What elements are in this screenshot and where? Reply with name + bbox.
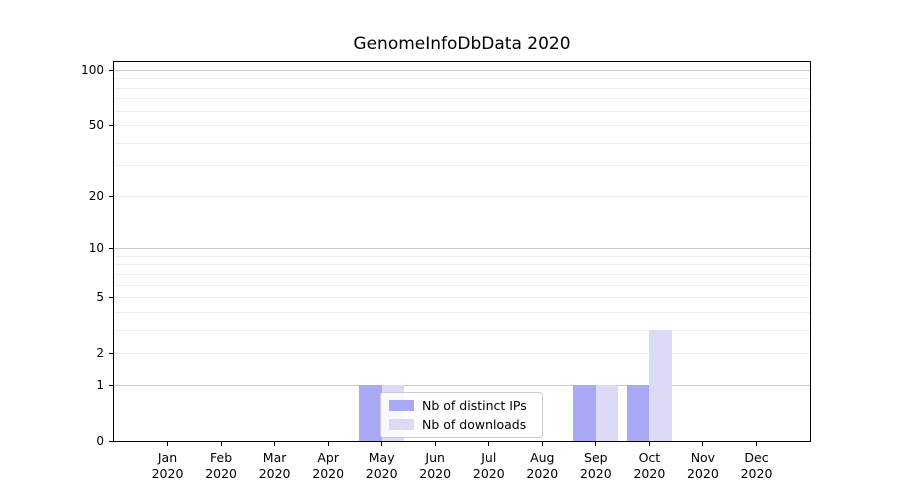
x-tick-aug bbox=[541, 442, 543, 446]
x-tick-label-nov: Nov 2020 bbox=[686, 450, 719, 481]
legend-swatch-distinct-ips bbox=[389, 400, 414, 411]
bar-nb-of-downloads-oct bbox=[649, 329, 672, 441]
x-tick-label-may: May 2020 bbox=[365, 450, 398, 481]
legend-item-downloads: Nb of downloads bbox=[389, 417, 534, 432]
gridline-minor-40 bbox=[114, 142, 810, 144]
x-tick-label-mar: Mar 2020 bbox=[258, 450, 291, 481]
x-tick-jul bbox=[488, 442, 490, 446]
y-tick-20 bbox=[109, 196, 113, 198]
bar-nb-of-distinct-ips-sep bbox=[573, 385, 596, 441]
y-tick-50 bbox=[109, 124, 113, 126]
gridline-minor-6 bbox=[114, 284, 810, 286]
x-tick-sep bbox=[595, 442, 597, 446]
gridline-minor-90 bbox=[114, 78, 810, 80]
legend-item-distinct-ips: Nb of distinct IPs bbox=[389, 398, 534, 413]
x-tick-label-apr: Apr 2020 bbox=[312, 450, 345, 481]
y-tick-label-1: 1 bbox=[96, 378, 104, 393]
x-tick-oct bbox=[648, 442, 650, 446]
gridline-minor-9 bbox=[114, 255, 810, 257]
plot-area: 100 50 20 10 5 2 1 0 Jan 2020 Feb 2020 Mar 2020 Apr 202… bbox=[81, 61, 811, 481]
x-tick-may bbox=[381, 442, 383, 446]
axes-layer: 100 50 20 10 5 2 1 0 Jan 2020 Feb 2020 Mar 2020 Apr 202… bbox=[81, 62, 810, 481]
y-tick-1 bbox=[109, 385, 113, 387]
x-tick-feb bbox=[220, 442, 222, 446]
gridline-minor-8 bbox=[114, 264, 810, 266]
gridline-major-1 bbox=[114, 385, 810, 387]
y-tick-0 bbox=[109, 441, 113, 442]
gridline-minor-60 bbox=[114, 110, 810, 112]
y-tick-2 bbox=[109, 352, 113, 354]
x-tick-label-jul: Jul 2020 bbox=[472, 450, 505, 481]
gridline-minor-80 bbox=[114, 87, 810, 89]
y-tick-label-50: 50 bbox=[88, 117, 104, 132]
gridline-minor-30 bbox=[114, 165, 810, 166]
legend: Nb of distinct IPs Nb of downloads bbox=[380, 392, 543, 438]
x-tick-jan bbox=[167, 442, 168, 446]
legend-label-distinct-ips: Nb of distinct IPs bbox=[422, 398, 527, 413]
x-tick-dec bbox=[756, 442, 757, 446]
y-tick-label-0: 0 bbox=[96, 434, 104, 448]
y-tick-label-20: 20 bbox=[88, 189, 104, 204]
bar-nb-of-downloads-sep bbox=[595, 385, 619, 441]
x-tick-label-jun: Jun 2020 bbox=[419, 450, 452, 481]
x-tick-apr bbox=[327, 442, 329, 446]
x-tick-jun bbox=[434, 442, 436, 446]
gridline-minor-50 bbox=[114, 124, 810, 126]
x-tick-label-jan: Jan 2020 bbox=[151, 450, 184, 481]
x-tick-label-dec: Dec 2020 bbox=[740, 450, 773, 481]
x-tick-label-feb: Feb 2020 bbox=[205, 450, 237, 481]
x-tick-mar bbox=[274, 442, 276, 446]
bar-nb-of-distinct-ips-oct bbox=[626, 385, 650, 441]
y-tick-5 bbox=[109, 297, 113, 298]
x-tick-nov bbox=[702, 442, 704, 446]
y-tick-label-10: 10 bbox=[88, 241, 104, 256]
x-tick-label-sep: Sep 2020 bbox=[579, 450, 612, 481]
y-tick-label-100: 100 bbox=[81, 63, 104, 77]
bars-layer bbox=[114, 62, 810, 441]
gridline-minor-3 bbox=[114, 329, 810, 331]
gridline-minor-4 bbox=[114, 311, 810, 313]
y-tick-label-5: 5 bbox=[96, 290, 104, 304]
legend-label-downloads: Nb of downloads bbox=[422, 417, 527, 432]
chart-title: GenomeInfoDbData 2020 bbox=[353, 34, 571, 54]
legend-swatch-downloads bbox=[389, 419, 414, 430]
x-tick-label-oct: Oct 2020 bbox=[633, 450, 666, 481]
gridline-minor-70 bbox=[114, 98, 810, 100]
gridline-minor-7 bbox=[114, 273, 810, 275]
y-tick-10 bbox=[109, 248, 113, 250]
gridline-major-100 bbox=[114, 70, 810, 71]
gridline-major-10 bbox=[114, 248, 810, 250]
bar-nb-of-distinct-ips-may bbox=[359, 385, 382, 441]
gridlines-layer bbox=[114, 62, 810, 441]
gridline-minor-5 bbox=[114, 297, 810, 298]
gridline-minor-2 bbox=[114, 352, 810, 354]
x-tick-label-aug: Aug 2020 bbox=[526, 450, 559, 481]
gridline-minor-20 bbox=[114, 196, 810, 198]
y-tick-100 bbox=[109, 70, 113, 71]
y-tick-label-2: 2 bbox=[96, 345, 104, 360]
